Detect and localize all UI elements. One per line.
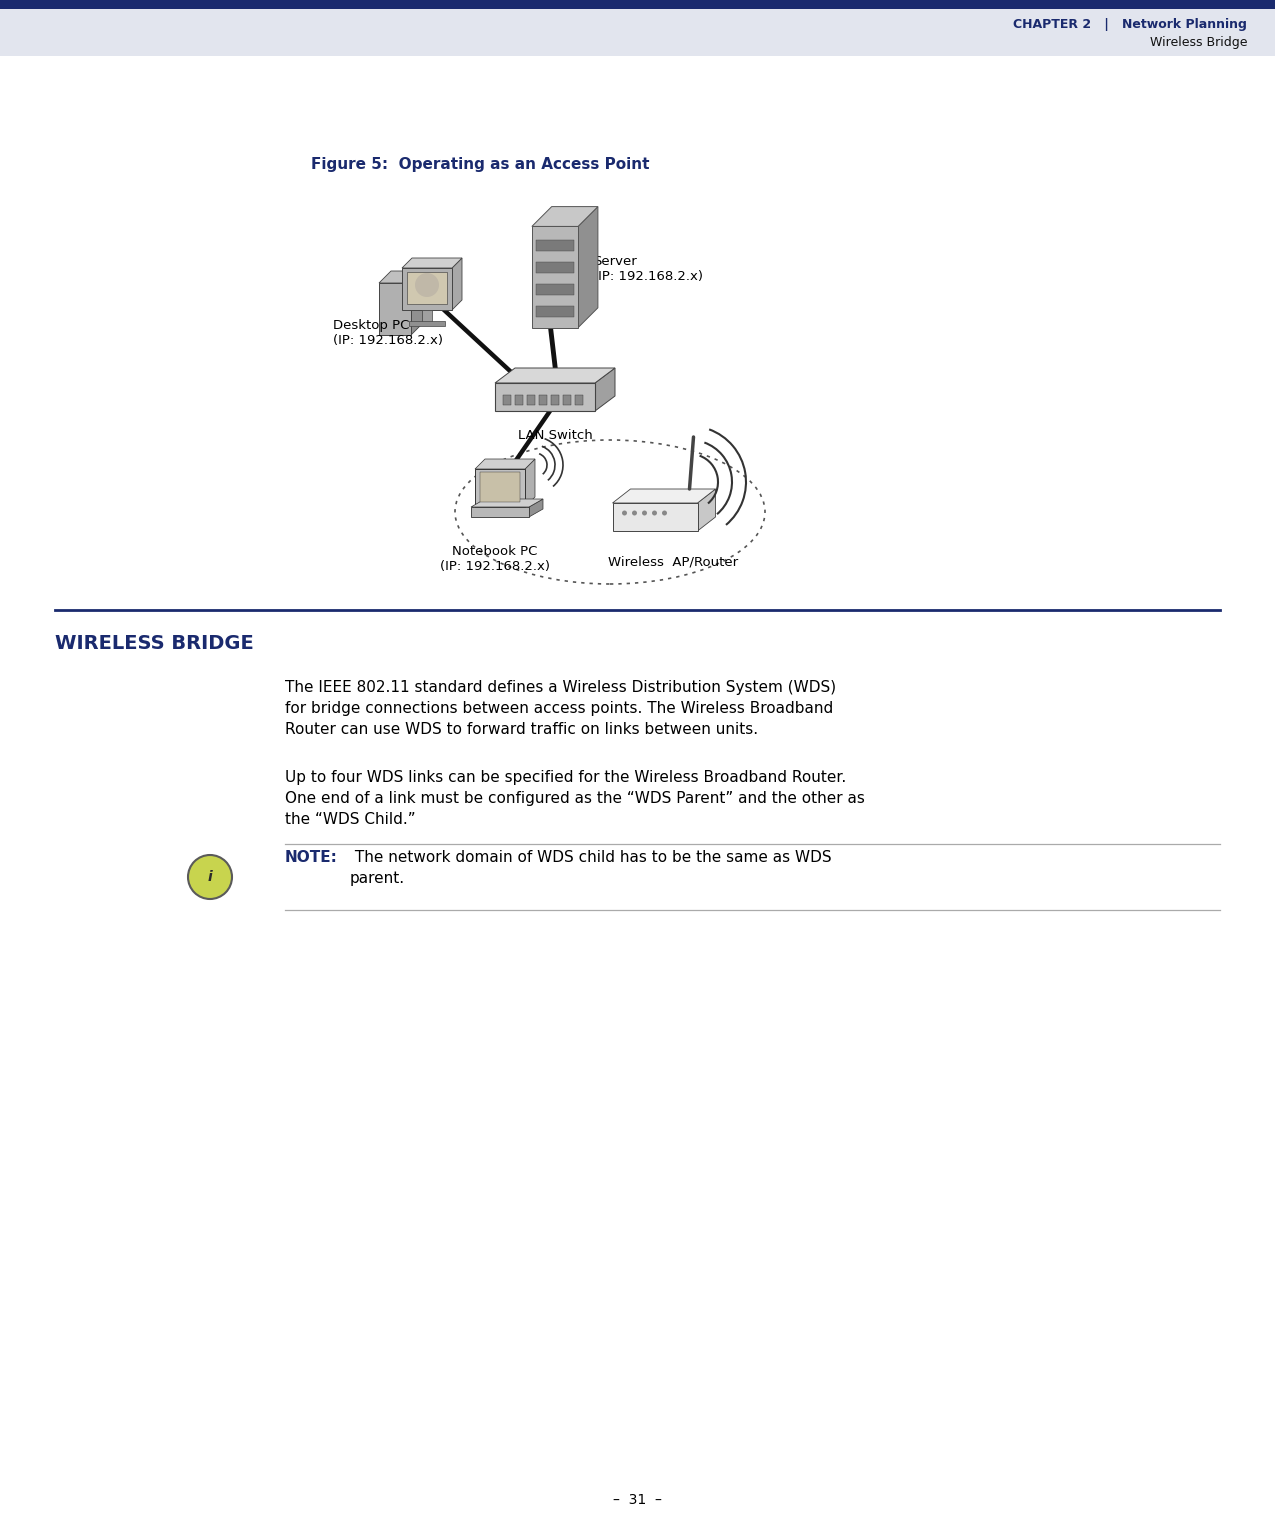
Bar bbox=[532, 227, 578, 328]
Bar bbox=[612, 502, 697, 532]
Text: CHAPTER 2   |   Network Planning: CHAPTER 2 | Network Planning bbox=[1014, 18, 1247, 31]
Bar bbox=[537, 283, 574, 294]
Text: Up to four WDS links can be specified for the Wireless Broadband Router.
One end: Up to four WDS links can be specified fo… bbox=[286, 771, 864, 827]
Polygon shape bbox=[532, 207, 598, 227]
Polygon shape bbox=[402, 257, 462, 268]
Polygon shape bbox=[697, 489, 715, 532]
Bar bbox=[575, 395, 583, 404]
Bar bbox=[551, 395, 558, 404]
Bar bbox=[422, 309, 432, 322]
Text: i: i bbox=[208, 870, 213, 884]
Bar bbox=[379, 283, 411, 336]
Circle shape bbox=[414, 273, 439, 297]
Polygon shape bbox=[495, 368, 615, 383]
Bar bbox=[495, 383, 595, 411]
Text: Desktop PC
(IP: 192.168.2.x): Desktop PC (IP: 192.168.2.x) bbox=[333, 319, 442, 348]
Text: The network domain of WDS child has to be the same as WDS
parent.: The network domain of WDS child has to b… bbox=[351, 850, 831, 885]
Text: Notebook PC
(IP: 192.168.2.x): Notebook PC (IP: 192.168.2.x) bbox=[440, 545, 550, 573]
Bar bbox=[537, 239, 574, 251]
Bar bbox=[515, 395, 523, 404]
Polygon shape bbox=[453, 257, 462, 309]
Bar bbox=[470, 507, 529, 516]
Bar bbox=[0, 0, 1275, 9]
Polygon shape bbox=[379, 271, 423, 283]
Bar bbox=[0, 0, 1275, 57]
Bar bbox=[537, 262, 574, 273]
Bar bbox=[527, 395, 535, 404]
Polygon shape bbox=[525, 460, 536, 507]
Circle shape bbox=[662, 510, 667, 515]
Bar bbox=[402, 268, 453, 309]
Bar bbox=[564, 395, 571, 404]
Text: LAN Switch: LAN Switch bbox=[518, 429, 593, 443]
Bar bbox=[479, 472, 520, 502]
Bar bbox=[407, 273, 448, 303]
Polygon shape bbox=[476, 460, 536, 469]
Bar bbox=[537, 305, 574, 317]
Text: Wireless Bridge: Wireless Bridge bbox=[1150, 35, 1247, 49]
Polygon shape bbox=[612, 489, 715, 502]
Text: –  31  –: – 31 – bbox=[613, 1494, 662, 1507]
Circle shape bbox=[622, 510, 627, 515]
Circle shape bbox=[632, 510, 638, 515]
Text: The IEEE 802.11 standard defines a Wireless Distribution System (WDS)
for bridge: The IEEE 802.11 standard defines a Wirel… bbox=[286, 680, 836, 737]
Text: Server
(IP: 192.168.2.x): Server (IP: 192.168.2.x) bbox=[593, 254, 703, 283]
Bar bbox=[539, 395, 547, 404]
Polygon shape bbox=[411, 271, 423, 336]
Text: Wireless  AP/Router: Wireless AP/Router bbox=[608, 555, 738, 568]
Circle shape bbox=[643, 510, 646, 515]
Polygon shape bbox=[595, 368, 615, 411]
Circle shape bbox=[652, 510, 657, 515]
Text: NOTE:: NOTE: bbox=[286, 850, 338, 866]
Bar bbox=[409, 322, 445, 326]
Text: Figure 5:  Operating as an Access Point: Figure 5: Operating as an Access Point bbox=[311, 156, 649, 172]
Bar bbox=[504, 395, 511, 404]
Bar bbox=[476, 469, 525, 507]
Text: WIRELESS BRIDGE: WIRELESS BRIDGE bbox=[55, 634, 254, 653]
Polygon shape bbox=[470, 499, 543, 507]
Polygon shape bbox=[529, 499, 543, 516]
Circle shape bbox=[187, 855, 232, 899]
Polygon shape bbox=[578, 207, 598, 328]
